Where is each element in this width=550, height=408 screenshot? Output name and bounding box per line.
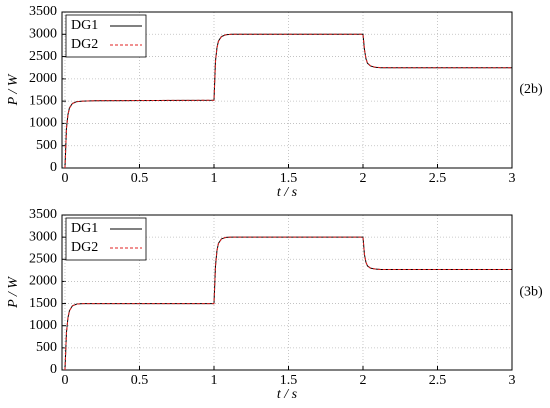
legend-label: DG1 xyxy=(71,221,98,236)
x-tick-label: 0 xyxy=(61,373,68,388)
x-tick-label: 3 xyxy=(509,373,516,388)
chart-panel: 0 500 1000 1500 2000 2500 3000 3500 0 0.5 1 1.5 2 2.5… xyxy=(6,4,543,200)
y-tick-label: 3000 xyxy=(29,229,57,244)
chart-panel: 0 500 1000 1500 2000 2500 3000 3500 0 0.5 1 1.5 2 2.5… xyxy=(6,207,543,402)
annotation: (2b) xyxy=(519,82,543,97)
x-axis-label: t / s xyxy=(277,387,298,402)
y-tick-label: 0 xyxy=(50,160,57,175)
x-tick-label: 1 xyxy=(210,171,217,186)
legend-box xyxy=(65,14,147,58)
x-tick-label: 1.5 xyxy=(280,171,298,186)
x-tick-label: 1 xyxy=(210,373,217,388)
y-tick-label: 2500 xyxy=(29,49,57,64)
legend-label: DG2 xyxy=(71,240,98,255)
legend-label: DG1 xyxy=(71,18,98,33)
x-tick-label: 0.5 xyxy=(131,373,149,388)
y-tick-label: 500 xyxy=(36,340,57,355)
y-tick-label: 3500 xyxy=(29,207,57,222)
x-axis-label: t / s xyxy=(277,185,298,200)
y-axis-label: P / W xyxy=(6,276,21,309)
x-tick-label: 2 xyxy=(359,373,366,388)
y-axis-label: P / W xyxy=(6,73,21,106)
y-tick-label: 3000 xyxy=(29,27,57,42)
y-tick-label: 1500 xyxy=(29,296,57,311)
legend-box xyxy=(65,217,147,261)
y-tick-label: 3500 xyxy=(29,4,57,19)
legend-label: DG2 xyxy=(71,37,98,52)
y-tick-label: 2500 xyxy=(29,252,57,267)
plot-frame xyxy=(61,11,513,169)
y-tick-label: 500 xyxy=(36,138,57,153)
x-tick-label: 0 xyxy=(61,171,68,186)
y-tick-label: 0 xyxy=(50,362,57,377)
y-tick-label: 1500 xyxy=(29,93,57,108)
x-tick-label: 3 xyxy=(509,171,516,186)
x-tick-label: 2 xyxy=(359,171,366,186)
x-tick-label: 2.5 xyxy=(429,373,447,388)
annotation: (3b) xyxy=(519,285,543,300)
y-tick-label: 2000 xyxy=(29,71,57,86)
series-line xyxy=(64,33,512,169)
y-tick-label: 1000 xyxy=(29,116,57,131)
x-tick-label: 0.5 xyxy=(131,171,149,186)
y-tick-label: 1000 xyxy=(29,318,57,333)
x-tick-label: 2.5 xyxy=(429,171,447,186)
series-line xyxy=(64,236,512,371)
x-tick-label: 1.5 xyxy=(280,373,298,388)
plot-frame xyxy=(61,214,513,371)
y-tick-label: 2000 xyxy=(29,274,57,289)
